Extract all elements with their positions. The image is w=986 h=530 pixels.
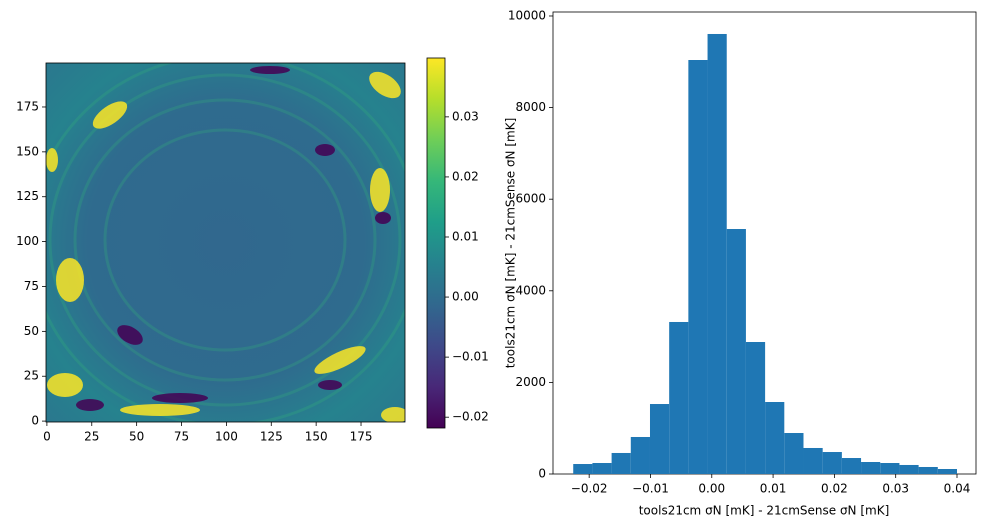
bar [841, 458, 862, 474]
bar [861, 462, 881, 474]
y-tick-label: 75 [24, 279, 39, 293]
y-tick-label: 0.03 [452, 109, 479, 123]
bar [573, 464, 593, 474]
x-tick-label: 0.03 [882, 482, 909, 496]
x-tick-label: 25 [84, 430, 99, 444]
bar [630, 436, 650, 474]
bar [765, 402, 785, 474]
x-tick-label: 0.02 [821, 482, 848, 496]
x-tick-label: 50 [129, 430, 144, 444]
y-tick-label: 0.01 [452, 229, 479, 243]
bar [726, 229, 746, 474]
x-axis-label: tools21cm σN [mK] - 21cmSense σN [mK] [639, 504, 890, 518]
y-tick-label: 125 [16, 189, 39, 203]
x-tick-label: 125 [260, 430, 283, 444]
bar [918, 466, 938, 474]
y-tick-label: 2000 [515, 375, 546, 389]
bar [688, 60, 708, 474]
bar [592, 463, 612, 474]
y-tick-label: −0.02 [452, 410, 489, 424]
heatmap-image [46, 63, 405, 422]
x-tick-label: −0.02 [571, 482, 608, 496]
x-tick-label: 175 [350, 430, 373, 444]
bar [880, 463, 900, 474]
x-tick-label: 0 [43, 430, 51, 444]
bar [899, 464, 919, 474]
x-tick-label: 0.00 [698, 482, 725, 496]
colorbar [426, 57, 446, 429]
y-tick-label: 150 [16, 144, 39, 158]
y-tick-label: 4000 [515, 283, 546, 297]
bar [707, 33, 727, 474]
x-tick-label: 0.04 [944, 482, 971, 496]
bar [611, 452, 631, 474]
y-tick-label: 8000 [515, 100, 546, 114]
y-tick-label: 0 [538, 467, 546, 481]
x-tick-label: 75 [174, 430, 189, 444]
bar [803, 447, 823, 474]
y-tick-label: 50 [24, 324, 39, 338]
y-tick-label: −0.01 [452, 350, 489, 364]
x-tick-label: 150 [305, 430, 328, 444]
bar [784, 433, 804, 474]
x-tick-label: 100 [215, 430, 238, 444]
y-tick-label: 0 [31, 414, 39, 428]
y-tick-label: 100 [16, 234, 39, 248]
bar [937, 469, 957, 474]
x-tick-label: −0.01 [632, 482, 669, 496]
bar [649, 404, 670, 474]
y-tick-label: 10000 [508, 8, 546, 22]
y-tick-label: 25 [24, 369, 39, 383]
bar [669, 321, 689, 474]
heatmap-frame [45, 62, 406, 423]
y-tick-label: 175 [16, 99, 39, 113]
y-tick-label: 0.02 [452, 169, 479, 183]
y-tick-label: 6000 [515, 192, 546, 206]
bar [745, 342, 766, 474]
y-tick-label: 0.00 [452, 290, 479, 304]
x-tick-label: 0.01 [760, 482, 787, 496]
bar [822, 452, 842, 474]
y-axis-label: tools21cm σN [mK] - 21cmSense σN [mK] [504, 118, 518, 369]
